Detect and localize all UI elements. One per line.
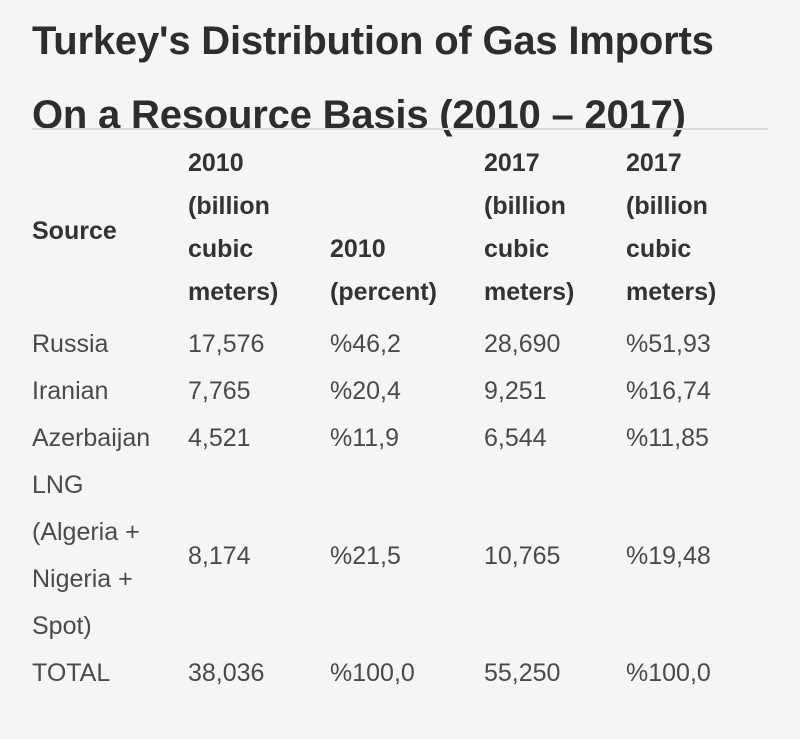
cell-2017-bcm: 9,251 <box>484 377 547 405</box>
cell-2017-percent: %51,93 <box>626 330 711 358</box>
cell-2010-percent: %11,9 <box>330 424 400 452</box>
source-line: Nigeria + <box>32 565 133 593</box>
page-title: Turkey's Distribution of Gas Imports On … <box>32 4 772 152</box>
header-line: 2010 <box>330 235 386 263</box>
cell-source: Azerbaijan <box>32 415 188 462</box>
header-line: cubic <box>188 235 254 263</box>
header-line: 2010 <box>188 149 244 177</box>
header-line: (billion <box>626 192 708 220</box>
cell-2010-bcm: 38,036 <box>188 659 265 687</box>
source-line: Spot) <box>32 612 92 640</box>
header-line: meters) <box>188 278 279 306</box>
cell-2010-bcm: 8,174 <box>188 541 251 570</box>
cell-source: Russia <box>32 321 188 368</box>
title-divider <box>32 128 768 130</box>
source-line: Azerbaijan <box>32 424 151 452</box>
cell-2010-bcm: 17,576 <box>188 330 265 358</box>
header-line: meters) <box>626 278 717 306</box>
cell-2010-percent: %46,2 <box>330 330 401 358</box>
source-line: Russia <box>32 330 109 358</box>
cell-2017-percent: %100,0 <box>626 659 711 687</box>
header-line: (percent) <box>330 278 437 306</box>
table-row: Russia 17,576 %46,2 28,690 %51,93 <box>32 321 742 368</box>
source-line: LNG <box>32 471 84 499</box>
header-2010-percent: 2010 (percent) <box>330 142 484 321</box>
header-row: Source 2010 (billion cubic meters) 2010 … <box>32 142 742 321</box>
cell-2017-percent: %16,74 <box>626 377 711 405</box>
cell-2010-percent: %21,5 <box>330 541 401 570</box>
header-line: 2017 <box>484 149 540 177</box>
header-2010-bcm: 2010 (billion cubic meters) <box>188 142 330 321</box>
page-title-line-1: Turkey's Distribution of Gas Imports <box>32 19 714 63</box>
table-row: LNG (Algeria + Nigeria + Spot) 8,174 %21… <box>32 462 742 650</box>
cell-2010-bcm: 7,765 <box>188 377 251 405</box>
cell-2010-bcm: 4,521 <box>188 424 251 452</box>
cell-2010-percent: %100,0 <box>330 659 415 687</box>
source-line: (Algeria + <box>32 518 140 546</box>
cell-2017-percent: %11,85 <box>626 424 709 452</box>
cell-source: LNG (Algeria + Nigeria + Spot) <box>32 462 188 650</box>
header-line: (billion <box>188 192 270 220</box>
source-line: Iranian <box>32 377 109 405</box>
table-row-total: TOTAL 38,036 %100,0 55,250 %100,0 <box>32 650 742 697</box>
header-line: meters) <box>484 278 575 306</box>
source-line: TOTAL <box>32 659 111 687</box>
header-source: Source <box>32 217 117 245</box>
cell-2017-bcm: 10,765 <box>484 541 561 570</box>
cell-2017-bcm: 6,544 <box>484 424 547 452</box>
cell-source: Iranian <box>32 368 188 415</box>
header-line: cubic <box>484 235 550 263</box>
header-line: 2017 <box>626 149 682 177</box>
header-2017-bcm: 2017 (billion cubic meters) <box>484 142 626 321</box>
cell-source: TOTAL <box>32 650 188 697</box>
cell-2010-percent: %20,4 <box>330 377 401 405</box>
gas-imports-table: Source 2010 (billion cubic meters) 2010 … <box>32 142 742 697</box>
page-title-line-2: On a Resource Basis (2010 – 2017) <box>32 93 686 137</box>
table-row: Azerbaijan 4,521 %11,9 6,544 %11,85 <box>32 415 742 462</box>
header-2017-second: 2017 (billion cubic meters) <box>626 142 742 321</box>
cell-2017-bcm: 28,690 <box>484 330 561 358</box>
header-line: (billion <box>484 192 566 220</box>
cell-2017-percent: %19,48 <box>626 541 711 570</box>
cell-2017-bcm: 55,250 <box>484 659 561 687</box>
header-line: cubic <box>626 235 692 263</box>
table-row: Iranian 7,765 %20,4 9,251 %16,74 <box>32 368 742 415</box>
